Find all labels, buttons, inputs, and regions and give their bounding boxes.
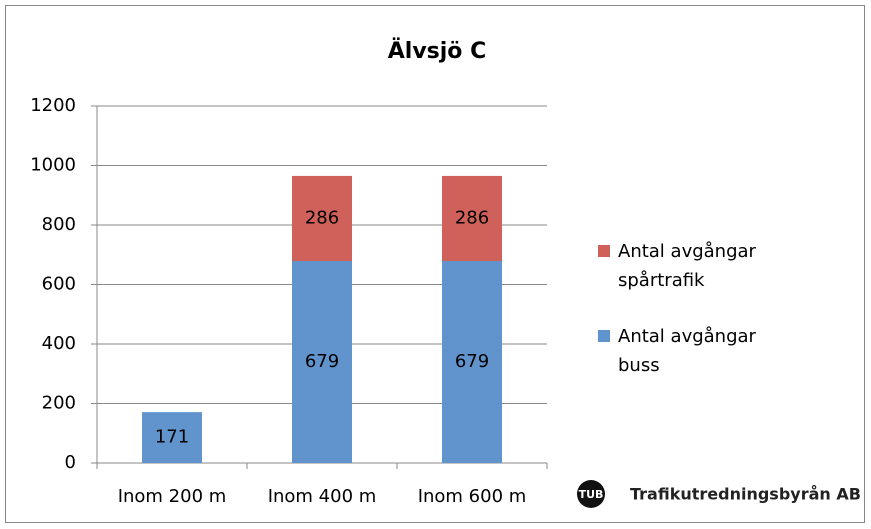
legend-swatch [598,330,610,342]
legend-swatch [598,245,610,257]
x-tick-label: Inom 200 m [118,486,227,507]
legend-label: Antal avgångar spårtrafik [618,241,756,291]
bar-segment [442,260,502,463]
legend-label: Antal avgångar buss [618,326,756,376]
data-label: 286 [305,207,339,228]
y-tick-label: 1200 [30,95,76,116]
y-tick-label: 400 [42,333,76,354]
y-tick-label: 800 [42,214,76,235]
legend-item: Antal avgångar spårtrafik [598,237,803,295]
legend-item: Antal avgångar buss [598,322,803,380]
y-tick-label: 1000 [30,155,76,176]
data-label: 286 [455,207,489,228]
y-tick-label: 200 [42,393,76,414]
bar-segment [142,412,202,463]
logo-text: Trafikutredningsbyrån AB [630,485,861,504]
bar-segment [292,260,352,463]
bar-segment [292,175,352,261]
data-label: 679 [455,351,489,372]
data-label: 171 [155,427,189,448]
x-tick-label: Inom 400 m [268,486,377,507]
logo-badge-text: TUB [579,488,604,501]
bar-segment [442,175,502,261]
logo-badge [577,480,605,508]
chart-title: Älvsjö C [388,38,486,64]
y-tick-label: 600 [42,274,76,295]
y-tick-label: 0 [65,452,76,473]
x-tick-label: Inom 600 m [418,486,527,507]
data-label: 679 [305,351,339,372]
